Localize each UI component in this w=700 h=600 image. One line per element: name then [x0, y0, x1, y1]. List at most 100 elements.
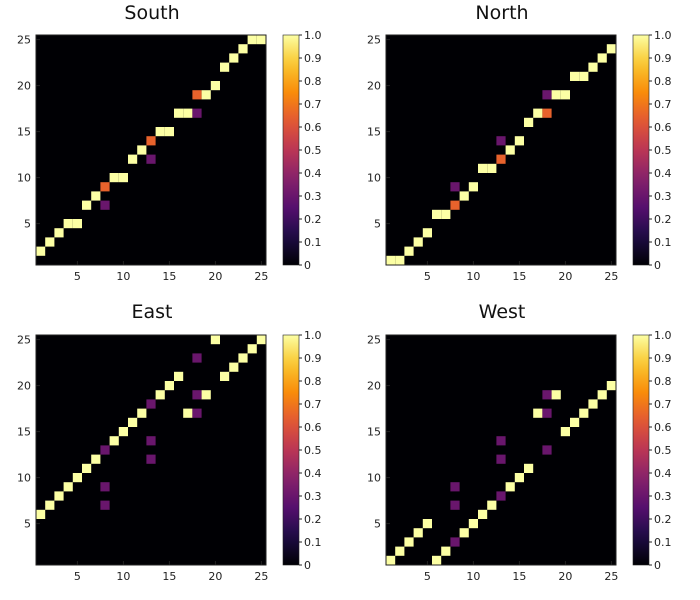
plot-frame: [35, 34, 267, 266]
heatmap-cell: [579, 71, 589, 81]
y-tick-label: 15: [17, 426, 31, 439]
heatmap-cell: [109, 173, 119, 183]
heatmap-cell: [256, 35, 266, 45]
x-tick-label: 5: [74, 570, 81, 583]
colorbar-tick-label: 0.2: [654, 513, 672, 526]
colorbar-tick-label: 0.2: [304, 213, 322, 226]
plot-frame: [385, 34, 617, 266]
colorbar-tick-label: 1.0: [654, 329, 672, 342]
heatmap-cell: [514, 136, 524, 146]
heatmap-cell: [496, 454, 506, 464]
heatmap-cell: [524, 463, 534, 473]
x-tick-label: 5: [424, 270, 431, 283]
heatmap-cell: [459, 191, 469, 201]
heatmap-cell: [192, 353, 202, 363]
heatmap-cell: [551, 90, 561, 100]
colorbar-tick-label: 0.4: [304, 167, 322, 180]
colorbar: [633, 35, 649, 265]
panel-title: South: [124, 2, 179, 24]
heatmap-cell: [560, 90, 570, 100]
colorbar-tick-label: 0.7: [654, 98, 672, 111]
colorbar-tick-label: 1.0: [654, 29, 672, 42]
y-tick-label: 5: [374, 518, 381, 531]
colorbar-tick-label: 0.2: [654, 213, 672, 226]
colorbar-tick-label: 0: [654, 259, 661, 272]
heatmap-cell: [201, 90, 211, 100]
x-tick-label: 10: [466, 270, 480, 283]
colorbar: [283, 35, 299, 265]
heatmap-cell: [524, 117, 534, 127]
heatmap-cell: [54, 228, 64, 238]
heatmap-cell: [164, 381, 174, 391]
heatmap-cell: [395, 255, 405, 265]
heatmap-background: [36, 35, 266, 265]
y-tick-label: 10: [367, 472, 381, 485]
heatmap-cell: [100, 182, 110, 192]
y-tick-label: 15: [17, 126, 31, 139]
colorbar-tick-label: 0: [654, 559, 661, 572]
heatmap-cell: [386, 555, 396, 565]
x-tick-label: 15: [162, 270, 176, 283]
heatmap-cell: [450, 200, 460, 210]
y-tick-label: 25: [17, 334, 31, 347]
x-tick-label: 15: [512, 570, 526, 583]
colorbar-tick-label: 0.8: [654, 75, 672, 88]
heatmap-cell: [247, 35, 257, 45]
heatmap-cell: [514, 473, 524, 483]
heatmap-cell: [137, 145, 147, 155]
heatmap-cell: [413, 528, 423, 538]
colorbar-tick-label: 0.5: [304, 144, 322, 157]
heatmap-cell: [560, 427, 570, 437]
heatmap-cell: [192, 390, 202, 400]
heatmap-cell: [247, 344, 257, 354]
heatmap-cell: [128, 417, 138, 427]
heatmap-cell: [413, 237, 423, 247]
y-tick-label: 25: [17, 34, 31, 47]
heatmap-cell: [91, 191, 101, 201]
plot-frame: [35, 334, 267, 566]
y-tick-label: 20: [367, 80, 381, 93]
heatmap-cell: [597, 53, 607, 63]
colorbar-tick-label: 0: [304, 559, 311, 572]
heatmap-cell: [570, 417, 580, 427]
colorbar-tick-label: 0.4: [654, 167, 672, 180]
heatmap-cell: [459, 528, 469, 538]
colorbar-tick-label: 1.0: [304, 29, 322, 42]
heatmap-cell: [220, 371, 230, 381]
heatmap-cell: [63, 482, 73, 492]
heatmap-cell: [606, 381, 616, 391]
heatmap-cell: [450, 182, 460, 192]
colorbar-tick-label: 0.7: [304, 398, 322, 411]
colorbar-tick-label: 1.0: [304, 329, 322, 342]
y-tick-label: 25: [367, 34, 381, 47]
heatmap-cell: [422, 519, 432, 529]
colorbar-tick-label: 0.7: [654, 398, 672, 411]
heatmap-cell: [441, 546, 451, 556]
heatmap-cell: [238, 44, 248, 54]
heatmap-cell: [72, 473, 82, 483]
heatmap-cell: [468, 519, 478, 529]
heatmap-cell: [63, 219, 73, 229]
x-tick-label: 5: [74, 270, 81, 283]
heatmap-cell: [201, 390, 211, 400]
x-tick-label: 20: [558, 270, 572, 283]
heatmap-cell: [155, 390, 165, 400]
heatmap-cell: [542, 445, 552, 455]
colorbar-tick-label: 0.6: [654, 121, 672, 134]
heatmap-cell: [54, 491, 64, 501]
heatmap-cell: [100, 200, 110, 210]
heatmap-cell: [229, 362, 239, 372]
heatmap-cell: [45, 237, 55, 247]
heatmap-cell: [386, 255, 396, 265]
heatmap-cell: [404, 537, 414, 547]
heatmap-cell: [432, 555, 442, 565]
heatmap-cell: [72, 219, 82, 229]
heatmap-cell: [404, 246, 414, 256]
panel-title: East: [132, 301, 173, 323]
x-tick-label: 15: [162, 570, 176, 583]
heatmap-cell: [542, 90, 552, 100]
colorbar-tick-label: 0.8: [654, 375, 672, 388]
heatmap-background: [386, 35, 616, 265]
heatmap-cell: [174, 371, 184, 381]
